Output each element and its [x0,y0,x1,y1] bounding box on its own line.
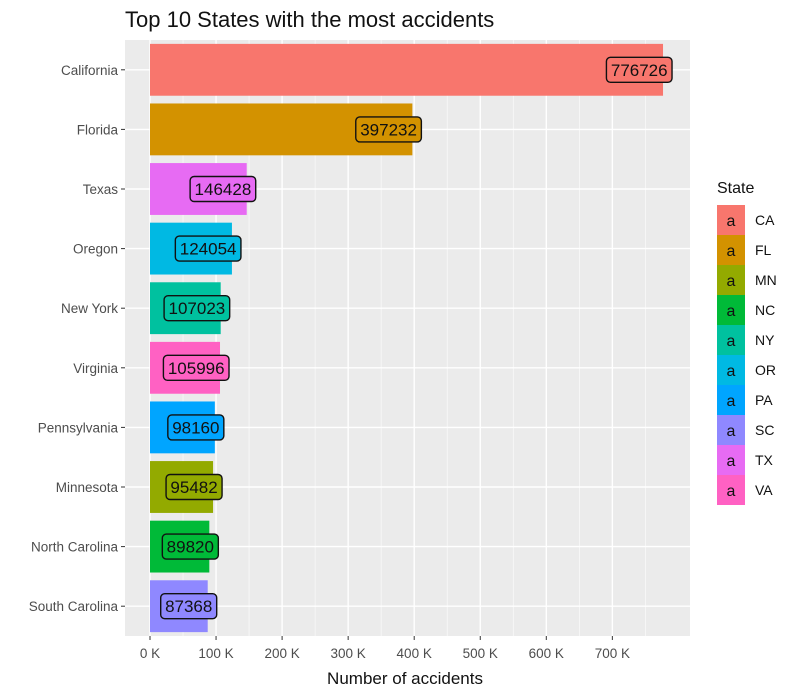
data-label: 87368 [165,597,212,616]
legend-key-glyph: a [727,303,736,320]
legend: State a CA a FL a MN a NC a NY a OR a PA a SC a TX a VA [717,180,777,505]
legend-label: MN [755,272,777,288]
data-label: 89820 [167,538,214,557]
y-tick-label: South Carolina [29,599,119,614]
data-label: 98160 [172,418,219,437]
legend-key-glyph: a [727,363,736,380]
legend-key-glyph: a [727,393,736,410]
data-label-box [167,414,225,441]
legend-key [717,265,745,295]
data-label: 776726 [611,61,668,80]
legend-key [717,235,745,265]
y-tick-label: Florida [77,122,119,137]
legend-label: SC [755,422,774,438]
legend-key-glyph: a [727,483,736,500]
legend-label: TX [755,452,774,468]
data-label-box [605,56,673,83]
legend-key [717,325,745,355]
bars [150,43,664,633]
y-tick-label: Oregon [73,242,118,257]
legend-label: VA [755,482,773,498]
data-label-box [165,473,223,501]
legend-key [717,445,745,475]
x-tick-label: 500 K [463,646,498,661]
data-label-box [163,295,231,322]
data-label: 107023 [169,299,226,318]
legend-key [717,205,745,235]
x-tick-label: 300 K [331,646,366,661]
bar-ca [150,43,664,96]
x-tick-label: 600 K [529,646,564,661]
data-label: 146428 [195,180,252,199]
legend-key [717,385,745,415]
data-label: 105996 [168,359,225,378]
legend-key-glyph: a [727,243,736,260]
y-tick-label: North Carolina [31,540,119,555]
x-tick-label: 700 K [595,646,630,661]
data-label-box [160,593,218,620]
x-tick-label: 200 K [264,646,299,661]
legend-key [717,295,745,325]
data-label-box [355,116,423,143]
legend-key [717,415,745,445]
legend-key [717,355,745,385]
legend-key-glyph: a [727,333,736,350]
y-axis: California Florida Texas Oregon New York Virg… [29,63,125,614]
data-label: 397232 [360,120,417,139]
legend-label: NC [755,302,775,318]
y-tick-label: New York [61,301,118,316]
chart-title: Top 10 States with the most accidents [125,7,494,32]
data-label-box [162,354,230,381]
legend-label: OR [755,362,776,378]
data-label-box [174,235,242,262]
legend-key-glyph: a [727,213,736,230]
y-tick-label: Minnesota [56,480,119,495]
y-tick-label: Virginia [73,361,118,376]
legend-key [717,475,745,505]
legend-label: PA [755,392,773,408]
legend-key-glyph: a [727,423,736,440]
data-label-box [189,175,257,203]
data-labels: 776726 397232 146428 124054 107023 105996 9816… [160,56,673,620]
x-tick-label: 0 K [140,646,160,661]
x-axis: 0 K 100 K 200 K 300 K 400 K 500 K 600 K 700 K [140,636,630,661]
legend-key-glyph: a [727,273,736,290]
legend-key-glyph: a [727,453,736,470]
data-label: 95482 [170,478,217,497]
y-tick-label: California [61,63,119,78]
y-tick-label: Pennsylvania [38,420,119,435]
legend-label: FL [755,242,772,258]
x-tick-label: 100 K [198,646,233,661]
x-tick-label: 400 K [397,646,432,661]
legend-title: State [717,180,754,197]
x-axis-title: Number of accidents [327,669,483,688]
legend-label: CA [755,212,775,228]
data-label: 124054 [180,240,237,259]
y-tick-label: Texas [83,182,119,197]
legend-label: NY [755,332,775,348]
data-label-box [161,533,220,560]
